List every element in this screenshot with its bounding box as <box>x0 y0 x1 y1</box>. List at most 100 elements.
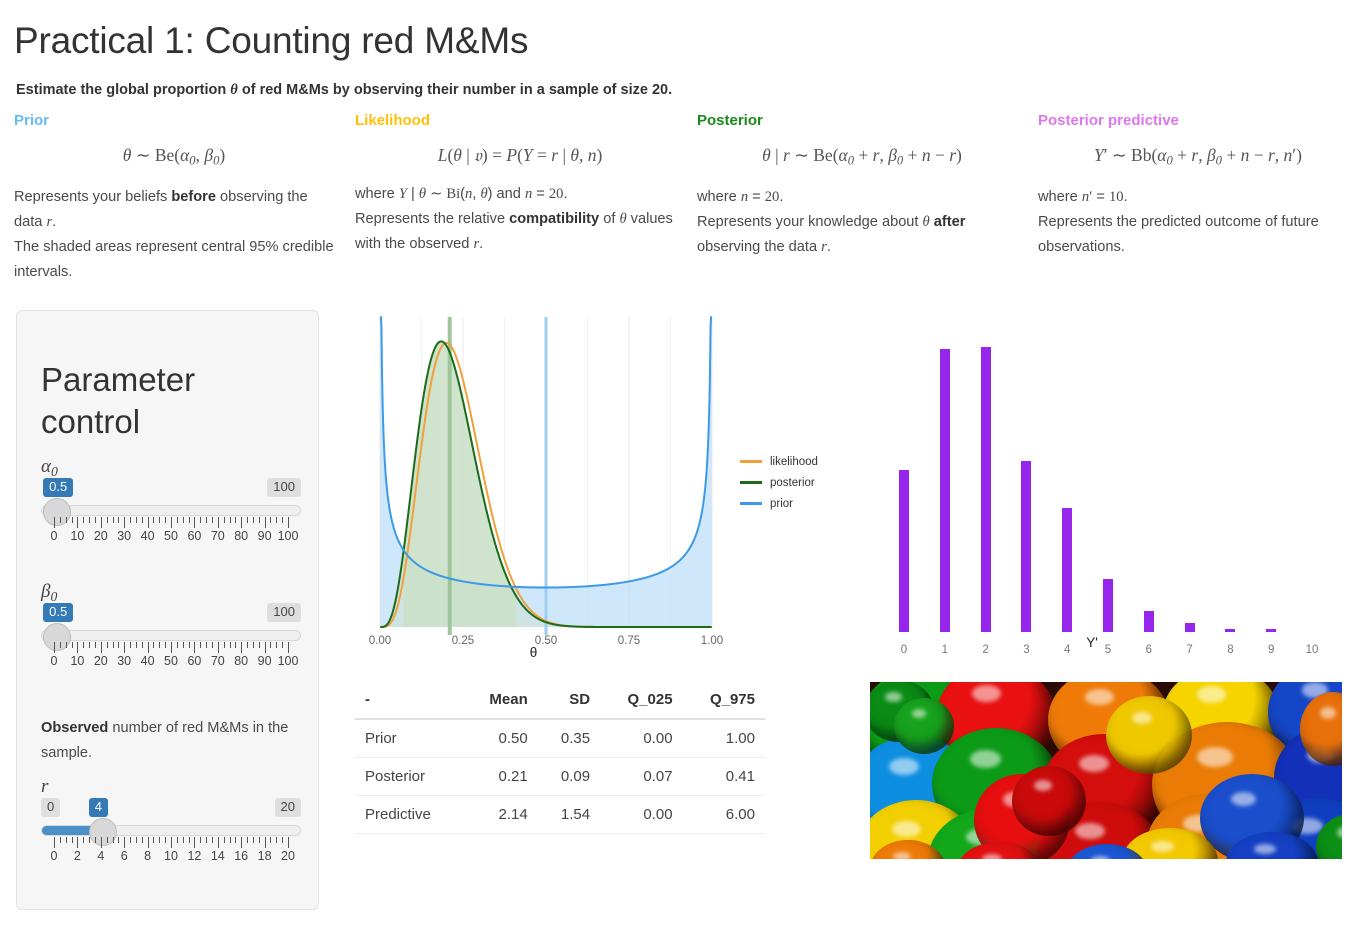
slider-value-bubble-r[interactable]: 4 <box>88 798 109 817</box>
candy-highlight <box>889 757 919 775</box>
slider-tick-label: 18 <box>257 849 272 863</box>
slider-tick-label: 10 <box>70 654 85 668</box>
predictive-x-tick-label: 1 <box>941 644 948 656</box>
slider-tick-labels-r: 0 2 4 6 8 10 12 14 16 18 20 <box>41 849 301 865</box>
candy-photo <box>870 682 1342 859</box>
slider-tick-label: 40 <box>140 529 155 543</box>
posterior-description: where n = 20. Represents your knowledge … <box>697 188 966 255</box>
page-subtitle: Estimate the global proportion θ of red … <box>16 82 672 99</box>
table-cell-value: 0.50 <box>463 719 538 758</box>
predictive-bar <box>1021 461 1032 632</box>
posterior-formula: θ | r ∼ Be(α0 + r, β0 + n − r) <box>762 145 962 168</box>
slider-min-label-r: 0 <box>41 798 61 817</box>
summary-table: - Mean SD Q_025 Q_975 Prior 0.50 0.35 0.00 1… <box>355 683 765 834</box>
slider-tick-label: 70 <box>210 529 225 543</box>
slider-tick-label: 50 <box>164 654 178 668</box>
predictive-x-tick-label: 7 <box>1186 644 1193 656</box>
table-cell-value: 2.14 <box>463 795 538 834</box>
slider-tick-label: 10 <box>70 529 85 543</box>
candy-highlight <box>1253 844 1276 855</box>
slider-tick-label: 2 <box>73 849 81 863</box>
density-legend: likelihood posterior prior <box>740 451 818 514</box>
density-x-axis-title: θ <box>529 645 538 660</box>
parameter-control-card: Parameter control Observed number of red… <box>16 310 319 910</box>
slider-tick-label: 14 <box>210 849 225 863</box>
candy-highlight <box>892 851 912 859</box>
slider-value-bubble-beta0[interactable]: 0.5 <box>43 603 74 622</box>
slider-tick-label: 10 <box>164 849 178 863</box>
candy-highlight <box>1197 686 1226 703</box>
prior-description: Represents your beliefs before observing… <box>14 188 334 280</box>
slider-tick-labels-alpha0: 0 10 20 30 40 50 60 70 80 90 100 <box>41 529 301 545</box>
predictive-x-tick-label: 9 <box>1267 644 1275 656</box>
page-title: Practical 1: Counting red M&Ms <box>14 20 529 61</box>
slider-fill-r <box>42 826 95 835</box>
observed-note-rest: number of red M&Ms in the sample. <box>41 720 289 761</box>
candy-blob <box>894 698 954 754</box>
slider-tick-label: 70 <box>210 654 225 668</box>
candy-highlight <box>1197 747 1233 768</box>
slider-tick-label: 80 <box>234 654 249 668</box>
candy-highlight <box>912 709 927 719</box>
table-cell-value: 0.21 <box>463 757 538 796</box>
slider-tick-label: 30 <box>117 654 132 668</box>
slider-label-beta0: β0 <box>41 581 58 604</box>
slider-tick-label: 40 <box>140 654 155 668</box>
candy-highlight <box>1090 855 1111 859</box>
candy-highlight <box>972 685 1001 703</box>
candy-blob <box>1106 696 1192 774</box>
slider-tick-label: 0 <box>50 654 58 668</box>
slider-max-label-beta0: 100 <box>267 603 301 622</box>
slider-block-alpha0: α0 0.5 100 0 10 20 30 40 50 60 70 80 90 100 <box>41 456 301 545</box>
prior-formula: θ ∼ Be(α0, β0) <box>122 145 226 168</box>
summary-col-name: - <box>355 683 464 720</box>
slider-track-beta0[interactable] <box>41 623 301 651</box>
table-cell-name: Predictive <box>355 795 464 834</box>
slider-tick-label: 8 <box>144 849 152 863</box>
column-heading-posterior: Posterior <box>697 112 763 129</box>
slider-tick-label: 20 <box>93 529 108 543</box>
candy-blob <box>870 840 946 859</box>
slider-values-alpha0: 0.5 100 <box>41 478 301 500</box>
density-x-tick-label: 0.25 <box>451 635 475 647</box>
slider-tick-labels-beta0: 0 10 20 30 40 50 60 70 80 90 100 <box>41 654 301 670</box>
column-likelihood: Likelihood L(θ | 𝔳) = P(Y = r | θ, n) wh… <box>355 112 685 257</box>
candy-blob <box>1012 766 1086 836</box>
candy-highlight <box>885 692 902 703</box>
predictive-x-tick-label: 0 <box>900 644 908 656</box>
slider-track-r[interactable] <box>41 818 301 846</box>
legend-item-prior: prior <box>740 493 818 514</box>
observed-note: Observed number of red M&Ms in the sampl… <box>41 716 306 766</box>
parameter-control-title: Parameter control <box>41 361 196 440</box>
summary-col-sd: SD <box>537 683 601 720</box>
slider-label-r: r <box>41 776 49 797</box>
candy-highlight <box>1079 755 1109 773</box>
table-cell-value: 0.00 <box>600 795 683 834</box>
slider-tick-label: 16 <box>234 849 249 863</box>
slider-track-alpha0[interactable] <box>41 498 301 526</box>
slider-tick-label: 50 <box>164 529 178 543</box>
table-cell-value: 1.54 <box>537 795 601 834</box>
summary-table-header-row: - Mean SD Q_025 Q_975 <box>355 683 765 720</box>
column-posterior-predictive: Posterior predictive Y′ ∼ Bb(α0 + r, β0 … <box>1038 112 1357 260</box>
column-heading-predictive: Posterior predictive <box>1038 112 1179 129</box>
slider-tick-label: 90 <box>257 529 272 543</box>
slider-handle-r[interactable] <box>88 818 117 846</box>
predictive-bar <box>1143 611 1154 632</box>
predictive-bar <box>980 347 991 632</box>
likelihood-description: where Y | θ ∼ Bi(n, θ) and n = 20. Repre… <box>355 186 673 252</box>
predictive-bar <box>1184 623 1195 632</box>
predictive-x-tick-label: 2 <box>982 644 989 656</box>
summary-col-q975: Q_975 <box>682 683 765 720</box>
predictive-bar <box>1225 629 1236 632</box>
slider-label-alpha0: α0 <box>41 456 58 479</box>
slider-value-bubble-alpha0[interactable]: 0.5 <box>43 478 74 497</box>
candy-highlight <box>1231 791 1257 806</box>
likelihood-formula: L(θ | 𝔳) = P(Y = r | θ, n) <box>437 145 603 165</box>
slider-tick-label: 60 <box>187 654 202 668</box>
slider-tick-label: 100 <box>277 654 299 668</box>
table-cell-value: 6.00 <box>682 795 765 834</box>
slider-block-r: r 0 4 20 0 2 4 6 8 10 12 14 16 18 20 <box>41 776 301 865</box>
subtitle-pre: Estimate the global proportion <box>16 82 231 98</box>
